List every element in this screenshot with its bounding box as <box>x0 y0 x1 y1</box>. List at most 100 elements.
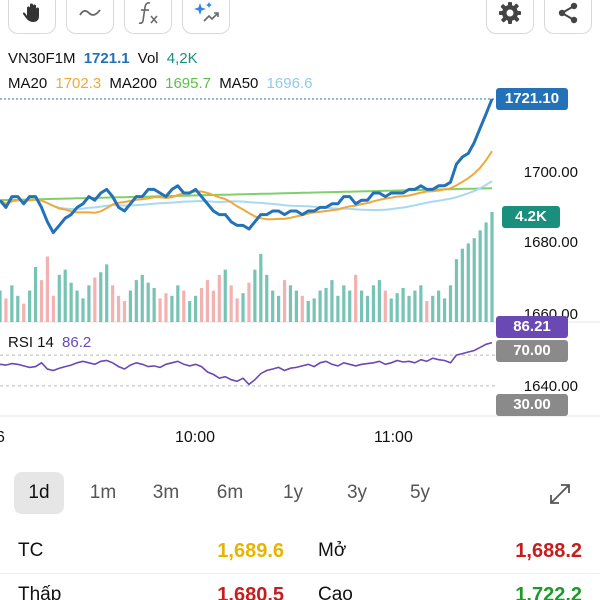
volume-bar <box>490 212 494 322</box>
volume-bar <box>39 280 44 322</box>
expand-arrows-icon <box>550 484 570 504</box>
volume-bar <box>413 290 417 322</box>
volume-bar <box>217 274 221 322</box>
tc-value: 1,689.6 <box>217 540 284 562</box>
volume-bar <box>28 290 32 322</box>
tc-label: TC <box>18 540 44 561</box>
legend-ma200-label: MA200 <box>109 75 157 92</box>
low-value: 1,680.5 <box>217 584 284 600</box>
volume-bar <box>158 298 162 322</box>
period-selector: 1d 1m 3m 6m 1y 3y 5y <box>0 470 600 520</box>
legend-price: 1721.1 <box>83 50 130 67</box>
ai-sparkle-button[interactable] <box>182 0 230 34</box>
period-3y[interactable]: 3y <box>346 482 368 503</box>
volume-bar <box>336 295 340 322</box>
time-axis-label: 6 <box>0 429 5 446</box>
volume-bar <box>407 295 411 322</box>
volume-bar <box>93 277 97 322</box>
rsi-upper-tag: 70.00 <box>496 340 568 362</box>
volume-bar <box>188 301 192 322</box>
expand-button[interactable] <box>546 480 574 513</box>
legend-ma20-label: MA20 <box>8 75 48 92</box>
volume-bar <box>259 253 263 322</box>
volume-bar <box>371 285 376 322</box>
open-value: 1,688.2 <box>515 540 582 562</box>
stats-row: TC 1,689.6 Mở 1,688.2 <box>0 530 600 574</box>
volume-bar <box>87 285 91 322</box>
legend-symbol: VN30F1M <box>8 50 76 67</box>
volume-bar <box>211 290 215 322</box>
volume-bar <box>146 282 150 322</box>
chart-canvas <box>0 98 600 417</box>
stats-row: Thấp 1,680.5 Cao 1,722.2 <box>0 574 600 600</box>
period-1y[interactable]: 1y <box>282 482 304 503</box>
volume-bar <box>69 282 73 322</box>
legend-vol-value: 4,2K <box>166 50 198 67</box>
draw-line-button[interactable] <box>66 0 114 34</box>
volume-bar <box>395 293 399 322</box>
time-axis-label: 10:00 <box>175 429 216 446</box>
volume-bar <box>223 269 227 322</box>
rsi-value: 86.2 <box>62 334 92 351</box>
volume-bar <box>10 285 14 322</box>
volume-bar <box>354 274 358 322</box>
volume-bar <box>33 267 38 322</box>
volume-bar <box>277 295 281 322</box>
volume-bar <box>164 293 168 322</box>
rsi-line <box>0 341 493 386</box>
volume-bar <box>51 295 55 322</box>
volume-bar <box>342 285 346 322</box>
volume-bar <box>122 301 127 322</box>
volume-bar <box>194 295 198 322</box>
volume-bar <box>466 243 470 322</box>
volume-bar <box>282 280 287 322</box>
ma50-line <box>0 180 493 212</box>
volume-bar <box>300 295 304 322</box>
volume-bar <box>170 295 174 322</box>
volume-bar <box>57 274 61 322</box>
legend-line-2: MA20 1702.3 MA200 1695.7 MA50 1696.6 <box>8 75 316 92</box>
price-axis-label: 1680.00 <box>523 234 578 251</box>
volume-bar <box>324 287 328 322</box>
period-1m[interactable]: 1m <box>89 482 117 503</box>
price-line <box>0 98 494 235</box>
volume-bar <box>16 295 20 322</box>
volume-bar <box>75 290 79 322</box>
legend-vol-label: Vol <box>137 50 159 67</box>
volume-bar <box>199 287 204 322</box>
volume-bar <box>442 298 447 322</box>
volume-bar <box>4 298 8 322</box>
price-axis-label: 1640.00 <box>523 378 578 395</box>
volume-bar <box>288 285 293 322</box>
volume-bar <box>0 290 2 322</box>
volume-bar <box>140 274 144 322</box>
share-button[interactable] <box>544 0 592 34</box>
volume-bar <box>359 290 364 322</box>
period-6m[interactable]: 6m <box>216 482 244 503</box>
volume-bar <box>241 293 245 322</box>
volume-bar <box>306 301 310 322</box>
volume-bar <box>460 248 464 322</box>
volume-bar <box>205 280 210 322</box>
volume-bar <box>419 285 423 322</box>
gesture-hand-button[interactable] <box>8 0 56 34</box>
legend-ma50-value: 1696.6 <box>266 75 313 92</box>
low-label: Thấp <box>18 584 62 600</box>
volume-bar <box>294 290 298 322</box>
price-chart[interactable]: VN30F1M 1721.1 Vol 4,2K MA20 1702.3 MA20… <box>0 44 600 460</box>
volume-bar <box>128 290 133 322</box>
period-3m[interactable]: 3m <box>152 482 180 503</box>
volume-bar <box>81 298 85 322</box>
volume-bar <box>330 280 334 322</box>
volume-bar <box>478 230 482 322</box>
share-icon <box>558 2 578 24</box>
legend-ma50-label: MA50 <box>219 75 259 92</box>
period-5y[interactable]: 5y <box>409 482 431 503</box>
volume-bar <box>265 274 269 322</box>
settings-button[interactable] <box>486 0 534 34</box>
high-label: Cao <box>318 584 353 600</box>
volume-bar <box>425 301 429 322</box>
period-1d[interactable]: 1d <box>14 472 64 514</box>
volume-bar <box>22 303 26 322</box>
function-button[interactable] <box>124 0 172 34</box>
